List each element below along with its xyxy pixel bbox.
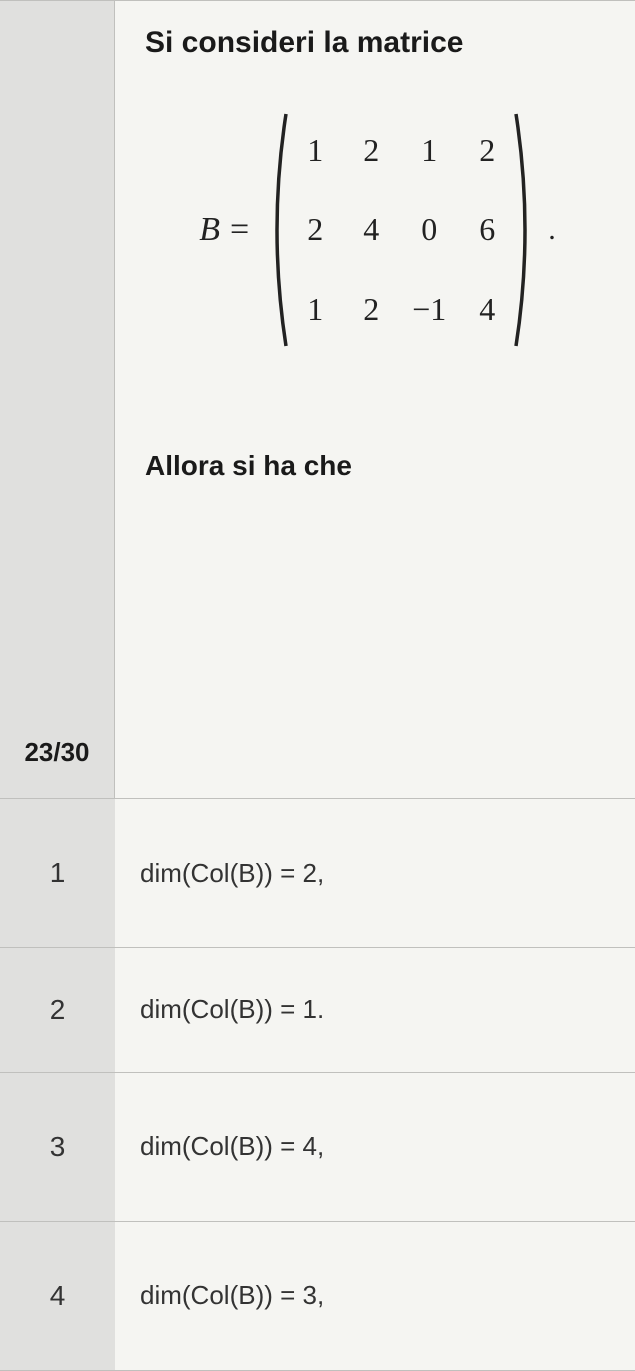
answer-text: dim(Col(B)) = 4, <box>140 1131 324 1162</box>
left-paren-icon <box>264 110 290 350</box>
matrix-cell: −1 <box>412 291 446 328</box>
answer-index: 4 <box>50 1280 66 1312</box>
answer-text: dim(Col(B)) = 2, <box>140 858 324 889</box>
answer-option[interactable]: dim(Col(B)) = 4, <box>115 1073 635 1222</box>
progress-cell: 23/30 <box>0 0 115 799</box>
matrix-cell: 1 <box>300 291 330 328</box>
answer-index-cell[interactable]: 3 <box>0 1073 115 1222</box>
matrix-cell: 4 <box>472 291 502 328</box>
answer-index-cell[interactable]: 4 <box>0 1222 115 1371</box>
matrix-cell: 1 <box>412 132 446 169</box>
matrix-cell: 2 <box>356 291 386 328</box>
matrix: 1 2 1 2 2 4 0 6 1 2 −1 4 <box>264 110 538 350</box>
quiz-table: 23/30 Si consideri la matrice B = 1 2 1 … <box>0 0 635 1371</box>
answer-index-cell[interactable]: 1 <box>0 799 115 948</box>
answer-text: dim(Col(B)) = 1. <box>140 994 324 1025</box>
matrix-body: 1 2 1 2 2 4 0 6 1 2 −1 4 <box>290 110 512 350</box>
answer-option[interactable]: dim(Col(B)) = 3, <box>115 1222 635 1371</box>
matrix-cell: 1 <box>300 132 330 169</box>
matrix-cell: 2 <box>300 211 330 248</box>
progress-indicator: 23/30 <box>24 737 89 768</box>
answer-option[interactable]: dim(Col(B)) = 1. <box>115 948 635 1072</box>
answer-text: dim(Col(B)) = 3, <box>140 1280 324 1311</box>
matrix-cell: 2 <box>472 132 502 169</box>
answer-index: 2 <box>50 994 66 1026</box>
matrix-variable: B <box>199 211 220 249</box>
question-title: Si consideri la matrice <box>145 26 610 60</box>
question-prompt: Allora si ha che <box>145 450 610 482</box>
matrix-equation: B = 1 2 1 2 2 4 0 6 1 2 <box>145 110 610 350</box>
answer-index: 1 <box>50 857 66 889</box>
question-cell: Si consideri la matrice B = 1 2 1 2 2 4 … <box>115 0 635 799</box>
right-paren-icon <box>512 110 538 350</box>
matrix-cell: 4 <box>356 211 386 248</box>
answer-option[interactable]: dim(Col(B)) = 2, <box>115 799 635 948</box>
matrix-cell: 0 <box>412 211 446 248</box>
matrix-cell: 6 <box>472 211 502 248</box>
equals-sign: = <box>230 211 249 249</box>
answer-index-cell[interactable]: 2 <box>0 948 115 1072</box>
answer-index: 3 <box>50 1131 66 1163</box>
matrix-cell: 2 <box>356 132 386 169</box>
equation-terminator: . <box>548 213 556 247</box>
